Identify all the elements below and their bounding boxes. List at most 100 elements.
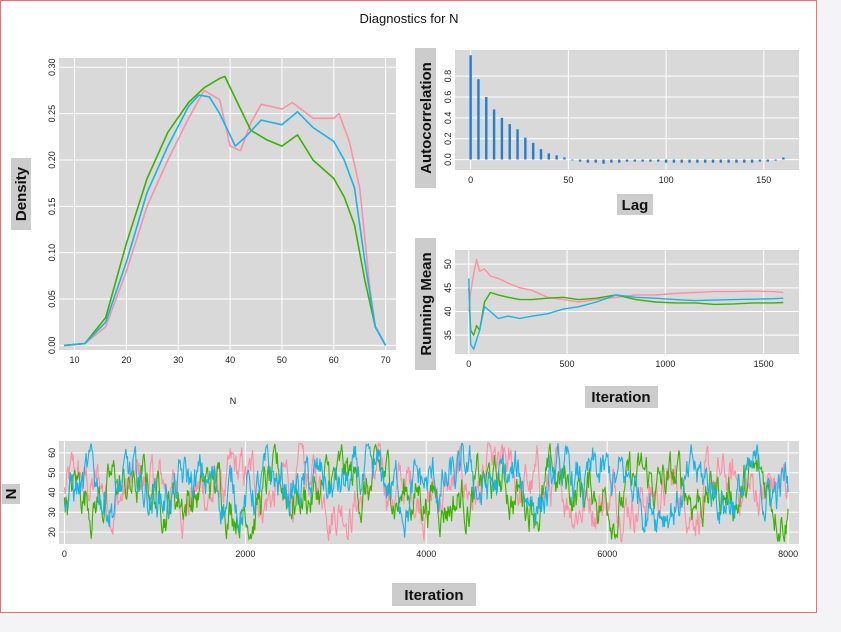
acf-bar bbox=[727, 159, 730, 163]
x-tick-label: 0 bbox=[62, 549, 67, 559]
density-panel: 10 20 30 40 50 60 70 0.00 0.05 0.10 0.15 0.20 0.25 0.… bbox=[11, 58, 396, 406]
y-tick-label: 0.2 bbox=[443, 132, 453, 145]
acf-bar bbox=[711, 159, 715, 163]
autocorrelation-panel: 0 50 100 150 0.0 0.2 0.4 0.6 0.8 Lag Autocorrela… bbox=[415, 48, 799, 215]
acf-bar bbox=[696, 159, 699, 163]
acf-bar bbox=[688, 159, 691, 163]
running-mean-x-label-bg bbox=[585, 386, 658, 408]
acf-bar bbox=[477, 79, 480, 160]
x-tick-label: 20 bbox=[121, 355, 131, 365]
y-tick-label: 0.6 bbox=[443, 91, 453, 104]
acf-bar bbox=[664, 159, 668, 163]
y-tick-label: 0.20 bbox=[47, 151, 57, 169]
y-tick-label: 40 bbox=[443, 306, 453, 316]
x-tick-label: 8000 bbox=[778, 549, 798, 559]
x-tick-label: 6000 bbox=[597, 549, 617, 559]
density-y-label: Density bbox=[13, 166, 30, 221]
running-mean-plot-area bbox=[455, 250, 799, 354]
y-tick-label: 20 bbox=[47, 527, 57, 537]
acf-bar bbox=[469, 55, 472, 160]
chain2-line bbox=[64, 75, 387, 347]
acf-x-label: Lag bbox=[622, 197, 649, 214]
density-y-label-bg bbox=[11, 158, 31, 230]
acf-bar bbox=[594, 159, 597, 163]
x-tick-label: 0 bbox=[468, 175, 473, 185]
acf-bar bbox=[610, 159, 613, 163]
x-tick-label: 0 bbox=[466, 359, 471, 369]
chain1-line bbox=[64, 89, 387, 347]
y-tick-label: 0.10 bbox=[47, 244, 57, 262]
trace-panel: 0 2000 4000 6000 8000 20 30 40 50 60 Iteration N bbox=[2, 441, 799, 606]
x-tick-label: 500 bbox=[560, 359, 575, 369]
acf-bar bbox=[703, 159, 707, 163]
figure-title: Diagnostics for N bbox=[360, 11, 459, 26]
acf-bar bbox=[680, 159, 683, 163]
y-tick-label: 30 bbox=[47, 507, 57, 517]
trace-x-label-bg bbox=[392, 583, 476, 606]
acf-y-label-bg bbox=[415, 48, 436, 188]
autocorrelation-plot-area bbox=[455, 50, 799, 170]
x-tick-label: 1000 bbox=[655, 359, 675, 369]
y-tick-label: 50 bbox=[47, 468, 57, 478]
acf-bar bbox=[758, 159, 762, 162]
chain3-line bbox=[468, 278, 784, 350]
x-tick-label: 150 bbox=[756, 175, 771, 185]
trace-y-label-bg bbox=[2, 484, 20, 504]
acf-bar bbox=[578, 159, 582, 162]
x-tick-label: 2000 bbox=[235, 549, 255, 559]
y-tick-label: 35 bbox=[443, 330, 453, 340]
acf-x-label-bg bbox=[617, 194, 653, 215]
acf-bar bbox=[633, 159, 637, 162]
chain3-line bbox=[64, 94, 387, 347]
y-tick-label: 50 bbox=[443, 259, 453, 269]
acf-bar bbox=[641, 159, 644, 162]
acf-bar bbox=[524, 137, 527, 160]
chain1-line bbox=[468, 258, 784, 312]
acf-bar bbox=[602, 159, 605, 164]
running-mean-panel: 0 500 1000 1500 35 40 45 50 Iteration Running M… bbox=[415, 238, 799, 408]
x-tick-label: 40 bbox=[225, 355, 235, 365]
density-x-label: N bbox=[230, 396, 237, 406]
acf-bar bbox=[555, 155, 558, 160]
acf-bar bbox=[617, 159, 621, 163]
acf-bar bbox=[539, 149, 543, 160]
acf-bar bbox=[743, 159, 746, 163]
acf-bar bbox=[657, 159, 660, 162]
x-tick-label: 60 bbox=[329, 355, 339, 365]
trace-y-label: N bbox=[3, 489, 20, 500]
acf-bar bbox=[766, 159, 769, 162]
y-tick-label: 40 bbox=[47, 487, 57, 497]
y-tick-label: 0.0 bbox=[443, 153, 453, 166]
x-tick-label: 100 bbox=[659, 175, 674, 185]
x-tick-label: 30 bbox=[173, 355, 183, 365]
acf-y-label: Autocorrelation bbox=[418, 62, 435, 174]
x-tick-label: 10 bbox=[70, 355, 80, 365]
y-tick-label: 60 bbox=[47, 448, 57, 458]
acf-bar bbox=[571, 159, 574, 161]
x-tick-label: 1500 bbox=[754, 359, 774, 369]
acf-bar bbox=[719, 159, 723, 163]
running-mean-x-label: Iteration bbox=[591, 389, 650, 406]
acf-bar bbox=[782, 157, 785, 160]
y-tick-label: 0.05 bbox=[47, 290, 57, 308]
acf-bar bbox=[649, 159, 652, 162]
y-tick-label: 45 bbox=[443, 283, 453, 293]
acf-bar bbox=[750, 159, 754, 163]
x-tick-label: 50 bbox=[563, 175, 573, 185]
running-mean-y-label-bg bbox=[415, 238, 436, 370]
acf-bar bbox=[547, 153, 551, 160]
acf-bar bbox=[735, 159, 738, 163]
trace-x-label: Iteration bbox=[404, 587, 463, 604]
acf-bar bbox=[485, 96, 488, 160]
x-tick-label: 70 bbox=[381, 355, 391, 365]
chain2-trace bbox=[63, 443, 789, 542]
running-mean-y-label: Running Mean bbox=[418, 252, 435, 355]
acf-bar bbox=[516, 129, 519, 160]
chain3-trace bbox=[63, 442, 789, 538]
x-tick-label: 4000 bbox=[416, 549, 436, 559]
y-tick-label: 0.15 bbox=[47, 198, 57, 216]
acf-bar bbox=[586, 159, 590, 163]
y-tick-label: 0.00 bbox=[47, 337, 57, 355]
acf-bar bbox=[672, 159, 676, 163]
